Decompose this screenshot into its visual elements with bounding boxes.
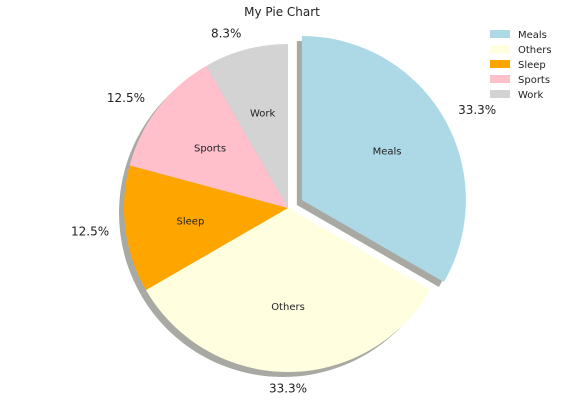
slice-labels: Meals 33.3% Others 33.3% Sleep 12.5% Sports 12.… — [71, 27, 496, 396]
chart-title: My Pie Chart — [244, 5, 320, 19]
legend-swatch-meals — [490, 30, 510, 38]
slice-percent-others: 33.3% — [269, 381, 307, 395]
legend-label-meals: Meals — [518, 30, 547, 41]
slice-percent-sports: 12.5% — [107, 91, 145, 105]
slice-percent-meals: 33.3% — [458, 103, 496, 117]
slice-label-others: Others — [271, 302, 305, 313]
slice-label-sports: Sports — [194, 144, 226, 155]
legend: Meals Others Sleep Sports Work — [490, 30, 552, 101]
legend-swatch-work — [490, 90, 510, 98]
legend-label-sports: Sports — [518, 75, 550, 86]
legend-swatch-others — [490, 45, 510, 53]
slice-label-work: Work — [250, 108, 276, 119]
slice-work — [206, 44, 288, 208]
slice-percent-sleep: 12.5% — [71, 224, 109, 238]
slice-sleep — [123, 165, 288, 290]
legend-label-others: Others — [518, 45, 552, 56]
slice-label-sleep: Sleep — [177, 216, 205, 227]
slice-sports — [129, 65, 288, 208]
legend-swatch-sleep — [490, 60, 510, 68]
slice-percent-work: 8.3% — [211, 27, 242, 41]
legend-swatch-sports — [490, 75, 510, 83]
slice-meals — [301, 36, 466, 282]
slice-label-meals: Meals — [373, 146, 402, 157]
legend-label-sleep: Sleep — [518, 60, 546, 71]
pie-slices — [123, 36, 466, 372]
legend-label-work: Work — [518, 90, 544, 101]
